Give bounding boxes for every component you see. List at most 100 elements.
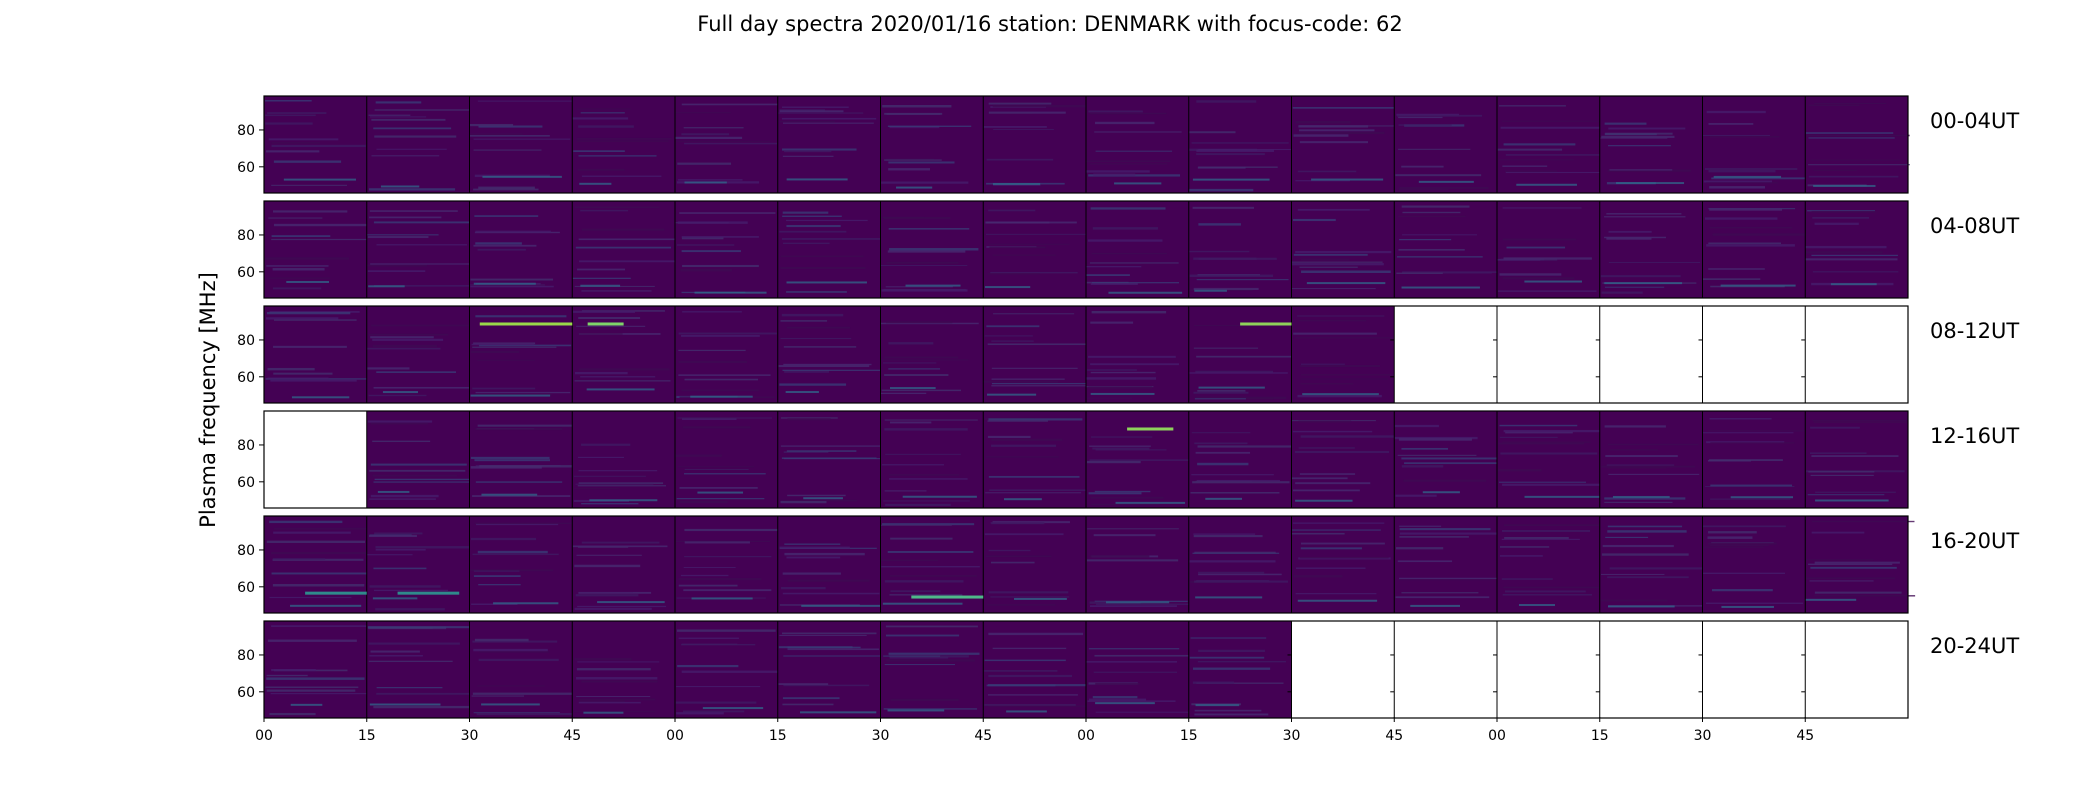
spectrum-streak: [576, 325, 646, 327]
spectrum-streak: [268, 138, 339, 141]
signal-streak: [305, 591, 367, 595]
spectrum-panel: [1497, 201, 1600, 298]
spectrum-streak: [889, 474, 960, 476]
spectrum-streak: [271, 235, 331, 238]
spectrum-streak: [574, 206, 660, 209]
spectrum-streak: [579, 592, 633, 594]
spectrum-streak: [579, 260, 678, 263]
x-tick-label: 45: [563, 728, 581, 744]
spectrum-streak: [573, 310, 635, 313]
spectrum-streak: [472, 692, 574, 695]
spectrum-streak: [579, 368, 670, 371]
spectrum-streak: [684, 142, 778, 145]
spectrum-streak: [987, 343, 1088, 346]
spectrum-streak: [675, 701, 757, 704]
spectrum-streak: [988, 102, 1052, 105]
spectrum-streak: [690, 395, 753, 398]
spectrum-streak: [781, 457, 877, 459]
spectrum-streak: [1608, 145, 1671, 147]
x-tick-label: 45: [974, 728, 992, 744]
spectrum-streak: [1502, 441, 1591, 443]
spectrum-streak: [270, 552, 368, 555]
spectrum-streak: [1394, 424, 1439, 428]
spectrum-streak: [576, 108, 631, 110]
spectrum-streak: [367, 270, 426, 273]
spectrum-streak: [1198, 649, 1265, 653]
spectrum-streak: [1197, 445, 1297, 448]
spectrum-panel: [983, 201, 1086, 298]
spectrum-streak: [888, 168, 930, 171]
spectrum-streak: [369, 585, 441, 588]
spectrum-streak: [366, 554, 413, 556]
spectrum-streak: [369, 116, 427, 118]
spectrum-streak: [678, 577, 762, 581]
spectrum-streak: [1196, 153, 1265, 156]
spectrum-streak: [889, 478, 968, 480]
spectrum-streak: [782, 369, 883, 371]
spectrum-streak: [1712, 233, 1816, 236]
spectrum-streak: [885, 634, 960, 637]
spectrum-streak: [1193, 287, 1259, 291]
spectrum-streak: [1086, 265, 1142, 268]
spectrum-streak: [1607, 443, 1699, 446]
spectrum-streak: [373, 386, 472, 389]
spectrum-streak: [1502, 594, 1593, 596]
spectrum-streak: [800, 711, 877, 714]
spectrum-streak: [1502, 483, 1604, 486]
spectrum-streak: [885, 503, 951, 506]
spectrum-streak: [373, 705, 472, 709]
spectrum-panel: [1188, 516, 1292, 613]
spectrum-streak: [683, 567, 736, 569]
spectrum-streak: [676, 498, 765, 500]
spectrum-streak: [1607, 530, 1687, 533]
spectrum-streak: [881, 565, 980, 568]
spectrum-streak: [684, 181, 727, 184]
spectrum-panel: [572, 96, 675, 193]
spectrum-streak: [697, 491, 744, 494]
spectrum-streak: [787, 579, 870, 582]
spectrum-streak: [1811, 455, 1899, 457]
spectrum-streak: [1292, 522, 1385, 524]
spectrum-streak: [373, 221, 476, 224]
spectrum-streak: [377, 490, 410, 493]
spectrum-streak: [1398, 579, 1492, 581]
spectrum-streak: [1605, 132, 1673, 135]
spectrum-streak: [273, 319, 357, 321]
spectrum-streak: [993, 313, 1075, 315]
spectrum-streak: [1088, 698, 1147, 701]
spectrum-panel: [675, 306, 778, 403]
spectrum-panel: [1702, 201, 1806, 298]
spectrum-streak: [581, 443, 631, 446]
spectrum-streak: [1498, 105, 1566, 107]
spectrum-streak: [1810, 159, 1901, 161]
spectrum-streak: [1499, 273, 1562, 276]
spectrum-streak: [473, 188, 539, 191]
spectrum-streak: [678, 466, 755, 468]
spectrum-streak: [1095, 150, 1173, 152]
spectrum-streak: [988, 674, 1073, 678]
spectrum-streak: [375, 608, 445, 611]
spectrum-streak: [1401, 457, 1502, 460]
x-tick-label: 15: [769, 728, 787, 744]
y-tick-label: 80: [237, 543, 255, 559]
spectrum-streak: [787, 418, 831, 421]
spectrum-streak: [1808, 471, 1875, 473]
spectrum-streak: [1708, 242, 1782, 245]
spectrum-streak: [1498, 469, 1542, 472]
spectrum-panel: [1599, 96, 1703, 193]
spectrum-streak: [1702, 432, 1794, 434]
spectrum-streak: [1105, 601, 1170, 604]
x-tick-label: 15: [1180, 728, 1198, 744]
spectrum-streak: [678, 584, 738, 587]
spectrum-streak: [272, 584, 365, 587]
spectrum-streak: [1422, 491, 1460, 494]
spectrum-streak: [1706, 441, 1785, 444]
spectrum-streak: [1006, 710, 1047, 713]
spectrum-streak: [266, 540, 365, 544]
spectrum-streak: [1812, 216, 1870, 219]
spectrum-streak: [1291, 532, 1345, 535]
spectrum-streak: [881, 181, 969, 184]
spectrum-streak: [1195, 396, 1287, 400]
spectrum-streak: [578, 333, 623, 335]
